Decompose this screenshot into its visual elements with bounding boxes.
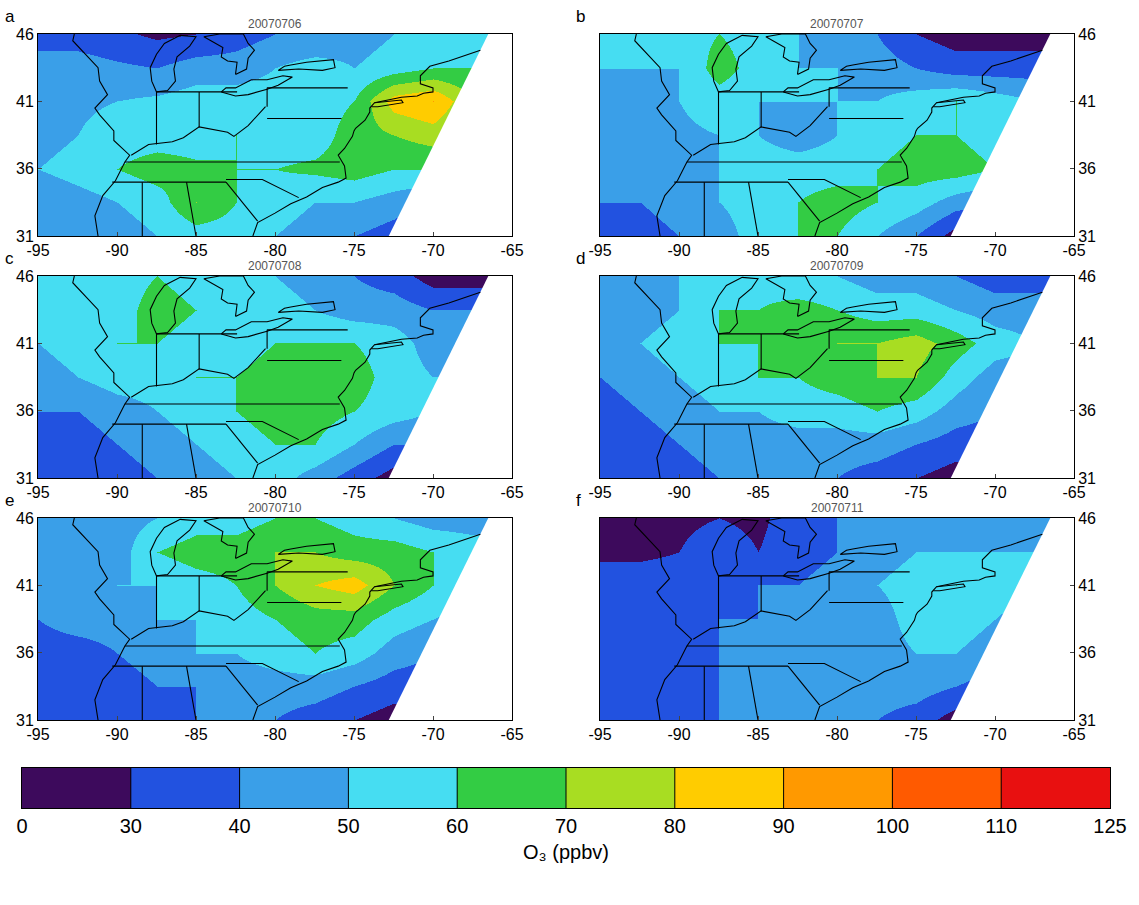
svg-text:-65: -65 [1062,484,1085,501]
svg-text:-90: -90 [667,242,690,259]
svg-text:f: f [576,491,581,510]
svg-text:-65: -65 [500,484,523,501]
svg-text:31: 31 [1078,228,1096,245]
svg-text:30: 30 [120,815,142,837]
svg-text:-85: -85 [746,242,769,259]
svg-text:-95: -95 [588,242,611,259]
svg-text:-95: -95 [26,726,49,743]
svg-text:31: 31 [1078,470,1096,487]
svg-text:-95: -95 [26,484,49,501]
svg-text:46: 46 [1078,26,1096,43]
svg-text:60: 60 [446,815,468,837]
svg-text:36: 36 [16,402,34,419]
svg-text:-85: -85 [184,726,207,743]
svg-text:-75: -75 [904,484,927,501]
svg-text:20070709: 20070709 [810,259,864,273]
svg-text:-85: -85 [184,484,207,501]
svg-text:c: c [5,249,14,268]
svg-text:40: 40 [228,815,250,837]
svg-text:36: 36 [16,160,34,177]
svg-text:46: 46 [16,510,34,527]
svg-text:a: a [5,7,15,26]
svg-text:46: 46 [16,26,34,43]
svg-text:-65: -65 [1062,726,1085,743]
svg-text:-75: -75 [342,726,365,743]
svg-text:41: 41 [1078,335,1096,352]
svg-text:100: 100 [876,815,909,837]
svg-text:80: 80 [664,815,686,837]
svg-text:90: 90 [772,815,794,837]
svg-text:-90: -90 [105,726,128,743]
svg-text:31: 31 [16,228,34,245]
svg-text:-85: -85 [746,726,769,743]
svg-text:-85: -85 [746,484,769,501]
svg-text:-75: -75 [342,242,365,259]
svg-text:36: 36 [1078,402,1096,419]
svg-text:-75: -75 [904,726,927,743]
svg-text:d: d [576,249,585,268]
svg-text:-70: -70 [421,484,444,501]
svg-text:41: 41 [16,335,34,352]
svg-text:41: 41 [1078,93,1096,110]
svg-text:70: 70 [555,815,577,837]
svg-text:-80: -80 [825,242,848,259]
svg-text:-95: -95 [588,726,611,743]
svg-text:110: 110 [985,815,1017,837]
svg-text:-80: -80 [825,726,848,743]
svg-text:-70: -70 [983,726,1006,743]
svg-text:41: 41 [16,577,34,594]
svg-text:46: 46 [16,268,34,285]
svg-text:-95: -95 [26,242,49,259]
svg-text:20070710: 20070710 [248,501,302,515]
svg-text:-80: -80 [263,484,286,501]
svg-text:-65: -65 [500,726,523,743]
svg-text:e: e [5,491,14,510]
svg-text:50: 50 [337,815,359,837]
svg-text:20070706: 20070706 [248,17,302,31]
svg-text:31: 31 [1078,712,1096,729]
svg-text:-70: -70 [421,726,444,743]
svg-text:-70: -70 [983,484,1006,501]
svg-text:-90: -90 [105,242,128,259]
svg-text:-80: -80 [263,726,286,743]
svg-text:b: b [576,7,585,26]
svg-text:20070708: 20070708 [248,259,302,273]
svg-text:41: 41 [16,93,34,110]
svg-text:-75: -75 [904,242,927,259]
svg-text:20070707: 20070707 [810,17,864,31]
svg-text:-80: -80 [263,242,286,259]
svg-text:36: 36 [1078,644,1096,661]
svg-text:-75: -75 [342,484,365,501]
svg-text:-80: -80 [825,484,848,501]
svg-text:125: 125 [1093,815,1126,837]
svg-text:36: 36 [16,644,34,661]
svg-text:-70: -70 [983,242,1006,259]
svg-text:-90: -90 [667,484,690,501]
svg-text:20070711: 20070711 [811,501,864,515]
svg-text:0: 0 [16,815,27,837]
svg-text:-85: -85 [184,242,207,259]
svg-text:-90: -90 [667,726,690,743]
svg-text:-65: -65 [500,242,523,259]
svg-text:46: 46 [1078,510,1096,527]
svg-text:-90: -90 [105,484,128,501]
svg-text:41: 41 [1078,577,1096,594]
svg-text:-70: -70 [421,242,444,259]
svg-text:-95: -95 [588,484,611,501]
svg-text:31: 31 [16,712,34,729]
svg-text:36: 36 [1078,160,1096,177]
svg-text:-65: -65 [1062,242,1085,259]
svg-text:46: 46 [1078,268,1096,285]
svg-text:O₃ (ppbv): O₃ (ppbv) [523,841,609,863]
svg-text:31: 31 [16,470,34,487]
